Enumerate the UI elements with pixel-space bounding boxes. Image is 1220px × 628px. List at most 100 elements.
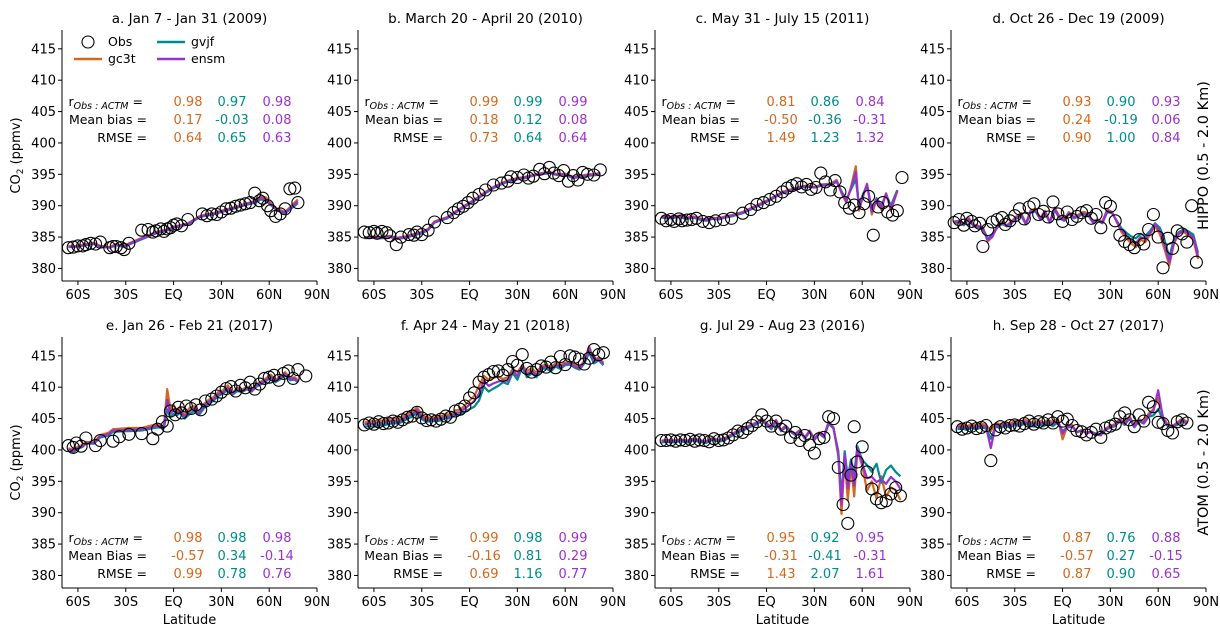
- y-tick-label: 415: [327, 349, 352, 364]
- x-tick-label: EQ: [757, 595, 775, 610]
- stat-label-bias: Mean bias =: [365, 112, 443, 127]
- obs-point: [1108, 214, 1122, 228]
- obs-point: [299, 369, 313, 383]
- stat-r-sub: Obs : ACTM: [963, 537, 1018, 548]
- stat-value-gc3t: -0.50: [764, 113, 798, 128]
- obs-point: [510, 358, 524, 372]
- obs-point: [763, 192, 777, 206]
- obs-point: [219, 202, 233, 216]
- y-tick-label: 385: [624, 538, 649, 553]
- stat-label-bias: Mean bias =: [69, 112, 147, 127]
- y-tick-label: 415: [31, 349, 56, 364]
- ylabel-sub: 2: [16, 476, 26, 482]
- obs-point: [563, 349, 577, 363]
- stat-value-ensm: 0.84: [856, 95, 885, 110]
- obs-point: [659, 214, 673, 228]
- obs-point: [1118, 406, 1132, 420]
- stat-r-sub: Obs : ACTM: [370, 101, 425, 112]
- obs-point: [456, 199, 470, 213]
- obs-point: [571, 173, 585, 187]
- obs-point: [756, 196, 770, 210]
- panel-title: h. Sep 28 - Oct 27 (2017): [993, 318, 1165, 334]
- obs-point: [181, 212, 195, 227]
- y-tick-label: 405: [624, 412, 649, 427]
- obs-point: [419, 413, 434, 428]
- stat-value-gvjf: -0.36: [808, 113, 842, 128]
- obs-point: [955, 422, 969, 436]
- obs-point: [1146, 400, 1160, 414]
- x-tick-label: 60N: [849, 595, 875, 610]
- obs-point: [291, 196, 305, 210]
- obs-point: [893, 489, 907, 503]
- obs-point: [1146, 207, 1160, 222]
- x-tick-label: EQ: [757, 288, 775, 303]
- obs-point: [1103, 199, 1117, 213]
- obs-point: [593, 163, 607, 177]
- panel-title: e. Jan 26 - Feb 21 (2017): [106, 318, 273, 334]
- obs-point: [467, 386, 481, 400]
- stat-value-gc3t: -0.57: [171, 549, 205, 564]
- series-line-ensm: [954, 207, 1200, 264]
- stat-value-ensm: 0.29: [559, 549, 588, 564]
- obs-point: [675, 214, 689, 228]
- stat-value-gc3t: 0.99: [470, 531, 499, 546]
- obs-point: [844, 468, 858, 482]
- obs-point: [697, 433, 711, 448]
- obs-point: [1127, 420, 1141, 434]
- y-tick-label: 395: [31, 475, 56, 490]
- stat-value-gc3t: -0.16: [467, 549, 501, 564]
- obs-point: [890, 204, 904, 218]
- stat-value-ensm: 0.84: [1152, 131, 1181, 146]
- stat-r-eq: =: [1022, 530, 1032, 545]
- obs-point: [783, 430, 798, 444]
- stat-value-gc3t: 0.93: [1063, 95, 1092, 110]
- stat-label-r: rObs : ACTM =: [958, 94, 1032, 112]
- obs-point: [669, 434, 683, 448]
- y-tick-label: 390: [31, 199, 56, 214]
- x-tick-label: EQ: [1053, 288, 1071, 303]
- obs-point: [466, 191, 480, 205]
- obs-point: [510, 170, 524, 185]
- stat-value-ensm: -0.14: [260, 549, 294, 564]
- panel-title: d. Oct 26 - Dec 19 (2009): [992, 11, 1164, 27]
- y-tick-label: 405: [920, 105, 945, 120]
- x-tick-label: 30N: [1097, 595, 1123, 610]
- stat-r-sub: Obs : ACTM: [667, 537, 722, 548]
- y-tick-label: 410: [920, 74, 945, 89]
- legend: Obs gvjf gc3t ensm: [74, 34, 225, 66]
- obs-point: [376, 417, 391, 431]
- ylabel-prefix: CO: [9, 481, 24, 500]
- y-axis-label: CO2 (ppmv): [9, 117, 26, 193]
- stat-label-rmse: RMSE =: [97, 130, 147, 145]
- x-tick-label: 60N: [1145, 595, 1171, 610]
- obs-point: [1003, 214, 1017, 228]
- stat-value-gc3t: 0.24: [1063, 113, 1092, 128]
- stat-value-gvjf: 1.23: [811, 131, 840, 146]
- obs-point: [709, 214, 723, 228]
- stat-label-bias: Mean Bias =: [364, 548, 443, 563]
- stat-value-ensm: 0.64: [559, 131, 588, 146]
- panel-0: a. Jan 7 - Jan 31 (2009) 380 385 390 395 400 4…: [9, 11, 330, 303]
- obs-point: [427, 215, 442, 229]
- y-tick-label: 390: [624, 506, 649, 521]
- obs-point: [463, 391, 477, 405]
- stat-value-ensm: 0.99: [559, 531, 588, 546]
- obs-point: [386, 414, 400, 428]
- obs-point: [1003, 418, 1017, 433]
- x-tick-label: 60S: [659, 288, 684, 303]
- y-tick-label: 410: [624, 74, 649, 89]
- obs-point: [760, 414, 774, 428]
- obs-point: [421, 223, 435, 237]
- stat-label-rmse: RMSE =: [97, 566, 147, 581]
- obs-point: [866, 228, 880, 242]
- x-tick-label: 60S: [659, 595, 684, 610]
- stat-value-gc3t: 0.98: [174, 95, 203, 110]
- legend-label-ensm: ensm: [191, 51, 225, 66]
- obs-point: [688, 434, 702, 448]
- obs-point: [461, 196, 475, 210]
- stat-label-rmse: RMSE =: [393, 130, 443, 145]
- stat-r-eq: =: [726, 530, 736, 545]
- panel-4: e. Jan 26 - Feb 21 (2017) 380 385 390 395 400…: [9, 318, 330, 628]
- legend-label-gc3t: gc3t: [108, 51, 136, 66]
